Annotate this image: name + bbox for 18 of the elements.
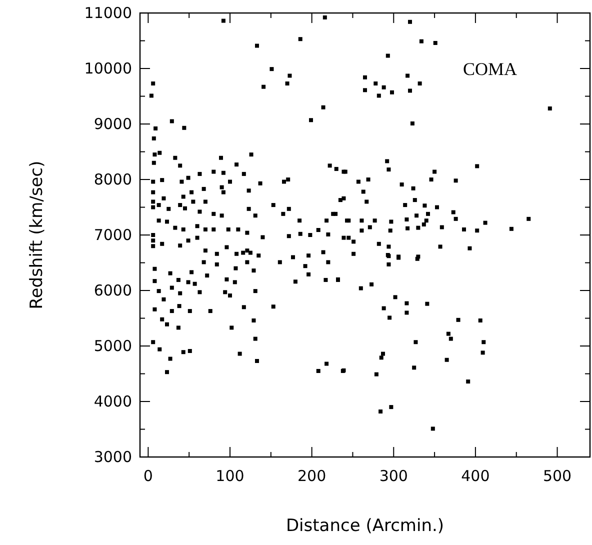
x-tick-label: 0 (143, 467, 153, 485)
y-tick-label: 6000 (94, 282, 132, 300)
x-tick-label: 100 (216, 467, 244, 485)
y-tick-label: 4000 (94, 392, 132, 410)
y-tick-label: 8000 (94, 170, 132, 188)
y-tick-label: 10000 (84, 60, 132, 78)
x-tick-label: 400 (461, 467, 490, 485)
x-tick-label: 300 (379, 467, 408, 485)
y-axis-title: Redshift (km/sec) (27, 160, 47, 310)
y-tick-label: 7000 (94, 226, 132, 244)
y-tick-label: 11000 (84, 4, 132, 22)
annotation: COMA (462, 59, 517, 79)
x-axis-title: Distance (Arcmin.) (286, 516, 444, 536)
y-tick-label: 5000 (94, 337, 132, 355)
x-tick-label: 500 (542, 467, 572, 485)
y-tick-label: 3000 (94, 448, 132, 466)
x-tick-label: 200 (298, 467, 326, 485)
y-tick-label: 9000 (94, 115, 132, 133)
